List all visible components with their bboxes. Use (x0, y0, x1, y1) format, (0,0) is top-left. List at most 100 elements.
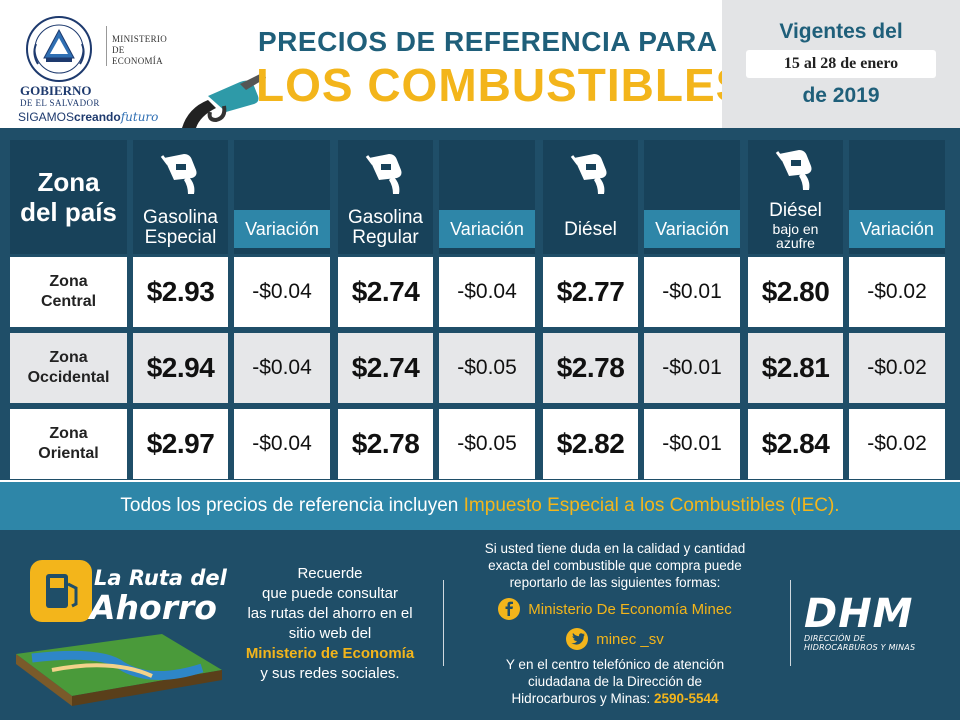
facebook-label: Ministerio De Economía Minec (528, 600, 732, 618)
ruta-del-ahorro-logo[interactable] (12, 550, 228, 710)
price-cell: $2.93 (133, 257, 228, 327)
price-cell: $2.81 (748, 333, 843, 403)
reminder-line: las rutas del ahorro en el (247, 605, 413, 622)
fuel-nozzle-icon (570, 154, 607, 194)
variation-cell: -$0.02 (849, 409, 945, 479)
fuel-label-line2: bajo en (772, 221, 819, 237)
variation-header-diesel-bajo-azufre: Variación (849, 140, 945, 254)
ministerio-label: MINISTERIO DE ECONOMÍA (112, 34, 178, 67)
variation-cell: -$0.04 (234, 257, 330, 327)
fuel-header-gasolina-especial: Gasolina Especial (133, 140, 228, 254)
price-cell: $2.80 (748, 257, 843, 327)
ruta-line1: La Ruta del (94, 566, 227, 590)
price-cell: $2.84 (748, 409, 843, 479)
zone-line2: Central (40, 293, 97, 310)
fuel-label-line3: azufre (776, 235, 815, 251)
reminder-line: Recuerde (297, 565, 363, 582)
fuel-label-line2: Especial (144, 227, 217, 248)
zone-header-line2: del país (20, 197, 117, 227)
fuel-nozzle-icon (160, 154, 197, 194)
footer: La Ruta del Ahorro Recuerde que puede con… (0, 530, 960, 720)
gobierno-sub-label: DE EL SALVADOR (20, 98, 100, 108)
facebook-icon (498, 598, 521, 620)
variation-header-diesel: Variación (644, 140, 740, 254)
phone-number[interactable]: 2590-5544 (654, 691, 719, 706)
zone-line2: Occidental (27, 369, 110, 386)
slogan-part-a: SIGAMOS (18, 110, 75, 124)
iec-text: Todos los precios de referencia incluyen (120, 495, 464, 516)
zone-line1: Zona (49, 349, 88, 366)
ministerio-line2: DE ECONOMÍA (112, 45, 163, 66)
slogan-part-c: futuro (120, 110, 159, 124)
ministerio-line1: MINISTERIO (112, 34, 167, 44)
variation-cell: -$0.02 (849, 257, 945, 327)
variation-label: Variación (644, 210, 740, 248)
fuel-label: Gasolina Regular (338, 208, 433, 248)
price-cell: $2.97 (133, 409, 228, 479)
dhm-logo[interactable]: DHM DIRECCIÓN DE HIDROCARBUROS Y MINAS (804, 594, 950, 652)
contact-line: reportarlo de las siguientes formas: (509, 575, 721, 590)
variation-cell: -$0.05 (439, 333, 535, 403)
fuel-label-line2: Regular (352, 227, 419, 248)
fuel-label: Gasolina Especial (133, 208, 228, 248)
phone-line: ciudadana de la Dirección de (527, 674, 703, 689)
logo-divider (106, 26, 107, 66)
price-cell: $2.74 (338, 257, 433, 327)
variation-label: Variación (234, 210, 330, 248)
fuel-header-diesel-bajo-azufre: Diésel bajo en azufre (748, 140, 843, 254)
zone-line1: Zona (49, 273, 88, 290)
fuel-header-diesel: Diésel (543, 140, 638, 254)
footer-divider (790, 580, 791, 666)
footer-divider (443, 580, 444, 666)
price-cell: $2.74 (338, 333, 433, 403)
ministerio-link[interactable]: Ministerio de Economía (245, 645, 415, 662)
twitter-label: minec _sv (596, 630, 664, 648)
validity-label: Vigentes del (779, 20, 903, 43)
phone-line: Y en el centro telefónico de atención (505, 657, 725, 672)
iec-highlight: Impuesto Especial a los Combustibles (IE… (463, 495, 840, 516)
fuel-label-line1: Diésel (769, 200, 822, 221)
coat-of-arms-icon (26, 16, 92, 82)
government-logo[interactable]: MINISTERIO DE ECONOMÍA GOBIERNO DE EL SA… (14, 6, 178, 124)
fuel-nozzle-icon (775, 150, 812, 190)
ruta-line2: Ahorro (90, 588, 217, 627)
zone-line2: Oriental (38, 445, 99, 462)
variation-header-gasolina-regular: Variación (439, 140, 535, 254)
twitter-icon (566, 628, 589, 650)
contact-text: Si usted tiene duda en la calidad y cant… (452, 540, 778, 591)
ruta-title: La Ruta del Ahorro (90, 566, 227, 626)
facebook-link[interactable]: Ministerio De Economía Minec (452, 598, 778, 620)
variation-cell: -$0.05 (439, 409, 535, 479)
dhm-title: DHM (804, 591, 914, 637)
fuel-label: Diésel bajo en azufre (748, 200, 843, 250)
title-line1: PRECIOS DE REFERENCIA PARA (258, 26, 718, 57)
variation-cell: -$0.01 (644, 333, 740, 403)
zone-oriental: Zona Oriental (10, 409, 127, 479)
contact-line: exacta del combustible que compra puede (488, 558, 742, 573)
phone-line: Hidrocarburos y Minas: (511, 691, 654, 706)
validity-box: Vigentes del 15 al 28 de enero de 2019 (722, 0, 960, 128)
fuel-label-line1: Diésel (564, 219, 617, 240)
price-cell: $2.78 (338, 409, 433, 479)
fuel-label-line1: Gasolina (348, 207, 423, 228)
reminder-line: sitio web del (288, 625, 372, 642)
phone-info: Y en el centro telefónico de atención ci… (452, 656, 778, 707)
price-cell: $2.94 (133, 333, 228, 403)
variation-cell: -$0.02 (849, 333, 945, 403)
variation-label: Variación (849, 210, 945, 248)
validity-dates: 15 al 28 de enero (746, 50, 936, 78)
variation-cell: -$0.01 (644, 257, 740, 327)
slogan: SIGAMOScreandofuturo (18, 110, 158, 124)
variation-header-gasolina-especial: Variación (234, 140, 330, 254)
twitter-link[interactable]: minec _sv (452, 628, 778, 650)
contact-line: Si usted tiene duda en la calidad y cant… (484, 541, 746, 556)
fuel-header-gasolina-regular: Gasolina Regular (338, 140, 433, 254)
price-cell: $2.78 (543, 333, 638, 403)
variation-label: Variación (439, 210, 535, 248)
variation-cell: -$0.01 (644, 409, 740, 479)
zone-occidental: Zona Occidental (10, 333, 127, 403)
fuel-nozzle-icon (365, 154, 402, 194)
price-cell: $2.77 (543, 257, 638, 327)
zone-column-header: Zona del país (10, 140, 127, 254)
variation-cell: -$0.04 (234, 409, 330, 479)
